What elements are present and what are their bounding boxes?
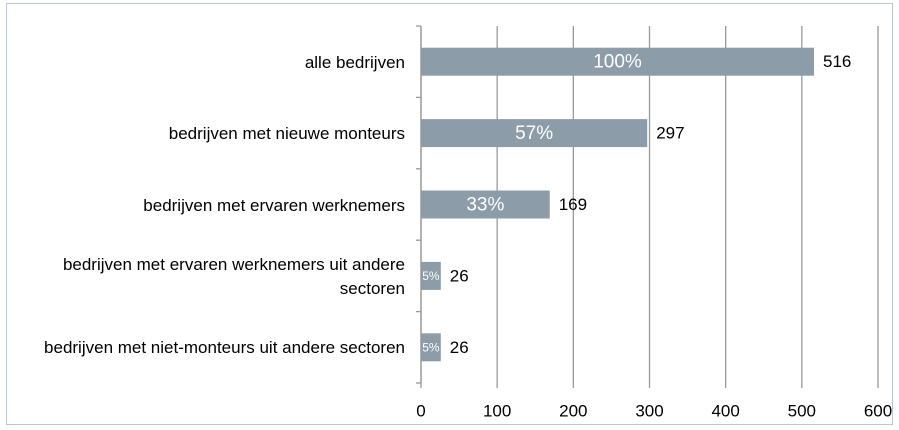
- y-tick-label: bedrijven met niet-monteurs uit andere s…: [44, 338, 405, 358]
- x-tick-label: 200: [559, 401, 587, 420]
- value-label: 516: [823, 52, 851, 71]
- percent-label: 57%: [515, 123, 553, 144]
- x-tick-label: 500: [788, 401, 816, 420]
- bar: [421, 119, 648, 148]
- x-tick-label: 0: [416, 401, 425, 420]
- x-tick-label: 600: [864, 401, 892, 420]
- value-label: 26: [450, 266, 469, 285]
- y-tick-label: bedrijven met ervaren werknemers uit and…: [62, 254, 405, 298]
- percent-label: 100%: [593, 52, 642, 73]
- bar: [421, 47, 815, 76]
- chart-border: [6, 3, 893, 425]
- y-tick-label: bedrijven met nieuwe monteurs: [168, 124, 405, 144]
- percent-label: 5%: [422, 269, 440, 283]
- value-label: 297: [656, 124, 684, 143]
- x-tick-label: 100: [483, 401, 511, 420]
- percent-label: 33%: [466, 195, 504, 216]
- bar: [421, 190, 550, 219]
- percent-label: 5%: [422, 340, 440, 354]
- y-tick-label: bedrijven met ervaren werknemers: [143, 195, 405, 215]
- bar: [421, 261, 441, 290]
- value-label: 169: [559, 195, 587, 214]
- x-tick-label: 300: [635, 401, 663, 420]
- bar: [421, 333, 441, 362]
- value-label: 26: [450, 338, 469, 357]
- y-tick-label: alle bedrijven: [304, 52, 405, 72]
- x-tick-label: 400: [711, 401, 739, 420]
